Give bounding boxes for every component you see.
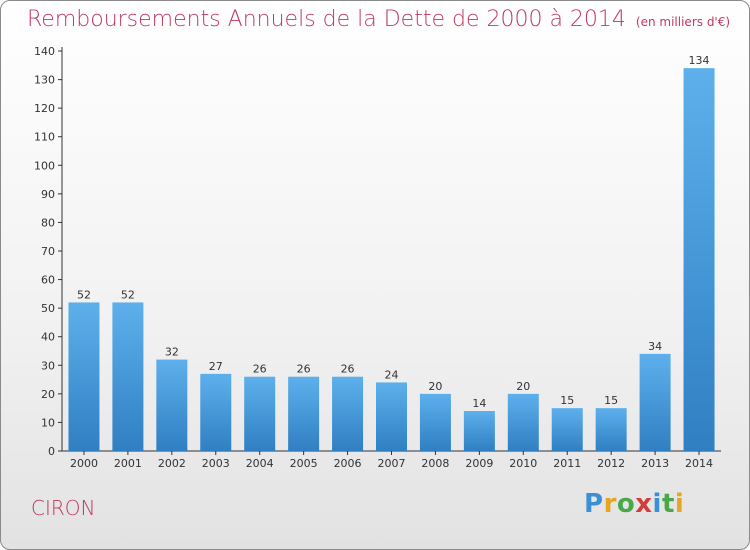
- bar: [683, 68, 715, 452]
- y-tick-label: 130: [34, 74, 55, 87]
- y-tick-label: 90: [41, 188, 55, 201]
- bar: [200, 373, 232, 451]
- logo-letter: i: [674, 489, 685, 519]
- proxiti-logo: Proxiti: [584, 489, 684, 519]
- bar-value-label: 26: [297, 363, 311, 376]
- bar: [288, 376, 320, 451]
- bar-value-label: 27: [209, 360, 223, 373]
- x-tick-label: 2014: [685, 457, 713, 470]
- bar: [244, 376, 276, 451]
- chart-labels: 2000 52 2001 52 2002 32 2003 27 2004 26 2005 26 2006…: [70, 54, 713, 470]
- bar: [507, 393, 539, 451]
- y-tick-label: 50: [41, 302, 55, 315]
- bar: [551, 408, 583, 451]
- logo-letter: t: [661, 489, 675, 519]
- chart-bars: [68, 68, 715, 452]
- bar-value-label: 26: [253, 363, 267, 376]
- bar: [332, 376, 364, 451]
- bar: [376, 382, 407, 451]
- bar-value-label: 52: [121, 288, 135, 301]
- x-tick-label: 2004: [246, 457, 274, 470]
- x-tick-label: 2003: [202, 457, 230, 470]
- bar-value-label: 14: [472, 397, 486, 410]
- y-tick-label: 10: [41, 416, 55, 429]
- bar-value-label: 32: [165, 346, 179, 359]
- chart-title: Remboursements Annuels de la Dette de 20…: [27, 7, 730, 32]
- commune-name: CIRON: [31, 496, 96, 520]
- y-tick-label: 20: [41, 388, 55, 401]
- bar: [639, 353, 671, 451]
- bar-value-label: 15: [604, 394, 618, 407]
- bar: [68, 302, 100, 451]
- chart-title-unit: (en milliers d'€): [635, 15, 731, 29]
- bar: [419, 393, 451, 451]
- logo-letter: P: [584, 489, 604, 519]
- x-tick-label: 2007: [378, 457, 406, 470]
- y-tick-label: 110: [34, 131, 55, 144]
- logo-letter: o: [616, 489, 636, 519]
- bar-value-label: 34: [648, 340, 662, 353]
- y-tick-label: 60: [41, 274, 55, 287]
- bar-value-label: 134: [689, 54, 710, 67]
- x-tick-label: 2013: [641, 457, 669, 470]
- bar: [112, 302, 144, 451]
- chart-axes: 0 10 20 30 40 50 60 70 80 90 100 110 120 130 140: [34, 45, 721, 458]
- x-tick-label: 2005: [290, 457, 318, 470]
- x-tick-label: 2001: [114, 457, 142, 470]
- bar: [156, 359, 188, 451]
- logo-letter: x: [635, 489, 653, 519]
- x-tick-label: 2000: [70, 457, 98, 470]
- y-tick-label: 70: [41, 245, 55, 258]
- chart-title-main: Remboursements Annuels de la Dette de 20…: [27, 7, 626, 32]
- x-tick-label: 2010: [509, 457, 537, 470]
- bar-value-label: 24: [385, 368, 399, 381]
- bar-value-label: 20: [428, 380, 442, 393]
- bar-value-label: 15: [560, 394, 574, 407]
- x-tick-label: 2012: [597, 457, 625, 470]
- x-tick-label: 2008: [421, 457, 449, 470]
- y-tick-label: 80: [41, 216, 55, 229]
- logo-letter: i: [652, 489, 662, 519]
- y-tick-label: 140: [34, 45, 55, 58]
- y-tick-label: 120: [34, 102, 55, 115]
- y-tick-label: 0: [48, 445, 55, 458]
- bar-value-label: 20: [516, 380, 530, 393]
- bar: [463, 411, 495, 451]
- bar-value-label: 26: [341, 363, 355, 376]
- logo-letter: r: [603, 489, 617, 519]
- x-tick-label: 2011: [553, 457, 581, 470]
- x-tick-label: 2009: [465, 457, 493, 470]
- x-tick-label: 2006: [334, 457, 362, 470]
- bar: [595, 408, 627, 451]
- x-tick-label: 2002: [158, 457, 186, 470]
- y-tick-label: 30: [41, 359, 55, 372]
- y-tick-label: 100: [34, 159, 55, 172]
- y-tick-label: 40: [41, 331, 55, 344]
- bar-value-label: 52: [77, 288, 91, 301]
